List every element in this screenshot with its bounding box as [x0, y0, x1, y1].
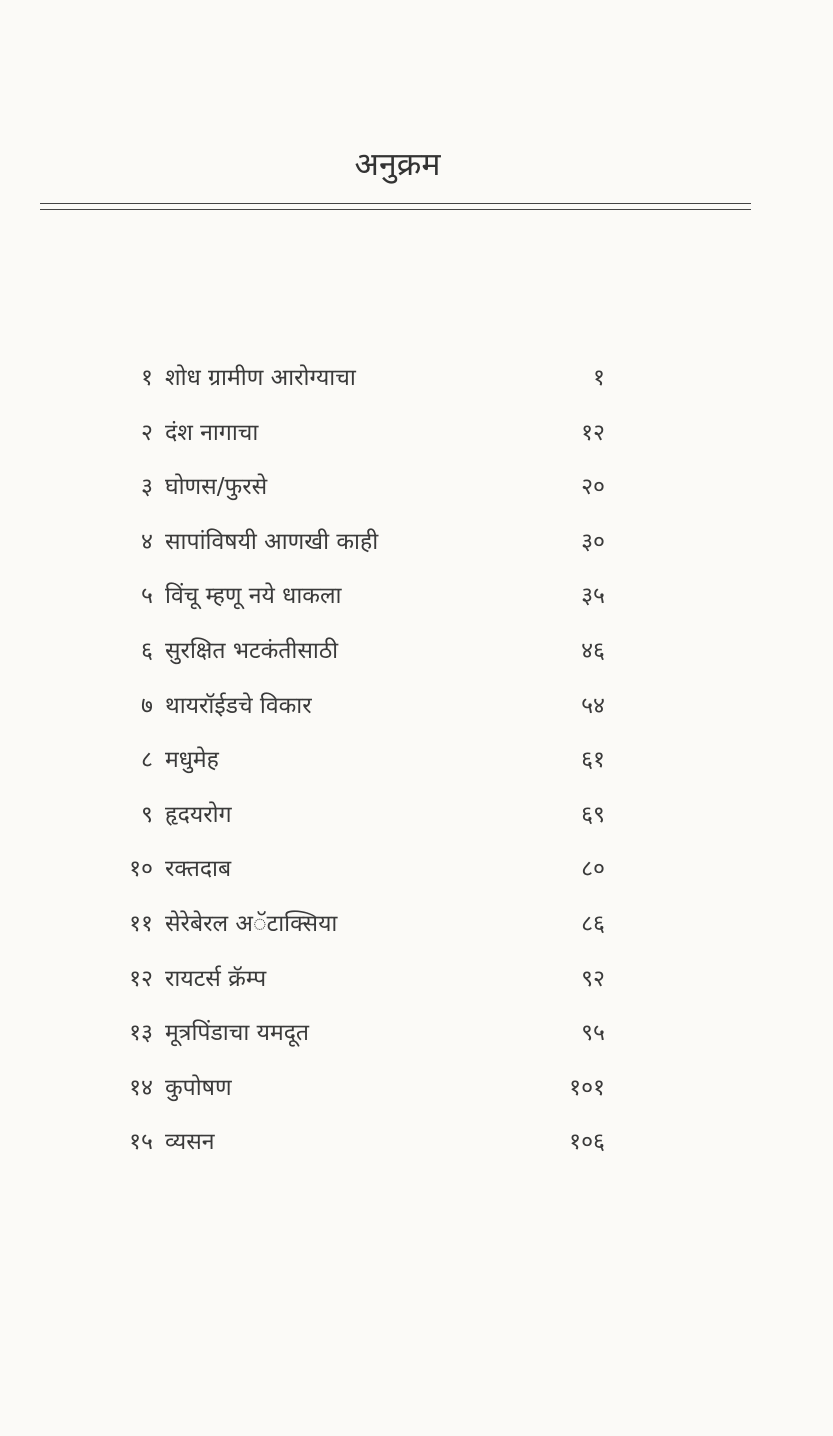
entry-title: सापांविषयी आणखी काही	[165, 528, 379, 555]
entry-page-number: १०६	[569, 1129, 605, 1156]
title-divider-bottom	[40, 209, 751, 210]
entry-number: १३	[129, 1020, 153, 1047]
entry-number: १२	[129, 965, 153, 992]
entry-number: ८	[141, 747, 153, 774]
title-divider-top	[40, 203, 751, 204]
entry-page-number: ३५	[581, 583, 605, 610]
entry-page-number: ५४	[581, 692, 605, 719]
toc-entry: १५ व्यसन १०६	[0, 1122, 833, 1162]
entry-page-number: ८६	[581, 911, 605, 937]
entry-number: १	[141, 365, 153, 391]
entry-number: १०	[129, 856, 153, 883]
toc-entry: १० रक्तदाब ८०	[0, 849, 833, 889]
entry-title: घोणस/फुरसे	[165, 474, 268, 501]
entry-page-number: ८०	[581, 856, 605, 883]
toc-entry: ३ घोणस/फुरसे २०	[0, 467, 833, 507]
entry-title: दंश नागाचा	[165, 419, 259, 446]
entry-number: २	[141, 419, 153, 446]
entry-title: कुपोषण	[165, 1074, 232, 1101]
page-title: अनुक्रम	[354, 145, 441, 183]
entry-number: ५	[141, 583, 153, 610]
entry-number: ७	[141, 692, 153, 719]
entry-title: विंचू म्हणू नये धाकला	[165, 583, 342, 610]
entry-number: ११	[129, 911, 153, 937]
toc-entry: १३ मूत्रपिंडाचा यमदूत ९५	[0, 1013, 833, 1053]
entry-page-number: १०१	[569, 1074, 605, 1101]
entry-title: सुरक्षित भटकंतीसाठी	[165, 638, 339, 664]
toc-entry: ११ सेरेबेरल अॅटाक्सिया ८६	[0, 904, 833, 944]
entry-title: सेरेबेरल अॅटाक्सिया	[165, 911, 338, 937]
entry-page-number: १	[593, 365, 605, 391]
entry-number: १५	[129, 1129, 153, 1156]
entry-title: मधुमेह	[165, 747, 219, 774]
toc-entry: २ दंश नागाचा १२	[0, 413, 833, 453]
entry-page-number: ९२	[581, 965, 605, 992]
toc-entry: १ शोध ग्रामीण आरोग्याचा १	[0, 358, 833, 398]
entry-number: १४	[129, 1074, 153, 1101]
entry-title: मूत्रपिंडाचा यमदूत	[165, 1020, 310, 1047]
entry-number: ६	[141, 638, 153, 664]
entry-title: शोध ग्रामीण आरोग्याचा	[165, 365, 356, 391]
toc-entry: ८ मधुमेह ६१	[0, 740, 833, 780]
entry-title: थायरॉईडचे विकार	[165, 692, 312, 719]
entry-title: रक्तदाब	[165, 856, 232, 883]
entry-title: हृदयरोग	[165, 801, 232, 828]
toc-entry: ७ थायरॉईडचे विकार ५४	[0, 686, 833, 726]
toc-entry: ४ सापांविषयी आणखी काही ३०	[0, 522, 833, 562]
toc-entry: ९ हृदयरोग ६९	[0, 795, 833, 835]
entry-page-number: ४६	[581, 638, 605, 664]
entry-page-number: १२	[581, 419, 605, 446]
entry-number: ३	[141, 474, 153, 501]
toc-entry: १२ रायटर्स क्रॅम्प ९२	[0, 959, 833, 999]
toc-entry: ६ सुरक्षित भटकंतीसाठी ४६	[0, 631, 833, 671]
entry-title: व्यसन	[165, 1129, 215, 1156]
entry-number: ४	[141, 528, 153, 555]
entry-page-number: ३०	[581, 528, 605, 555]
toc-entry: १४ कुपोषण १०१	[0, 1068, 833, 1108]
entry-page-number: ६९	[581, 801, 605, 828]
entry-page-number: ९५	[581, 1020, 605, 1047]
entry-page-number: ६१	[581, 747, 605, 774]
entry-title: रायटर्स क्रॅम्प	[165, 965, 267, 992]
entry-page-number: २०	[581, 474, 605, 501]
entry-number: ९	[141, 801, 153, 828]
toc-entry: ५ विंचू म्हणू नये धाकला ३५	[0, 576, 833, 616]
